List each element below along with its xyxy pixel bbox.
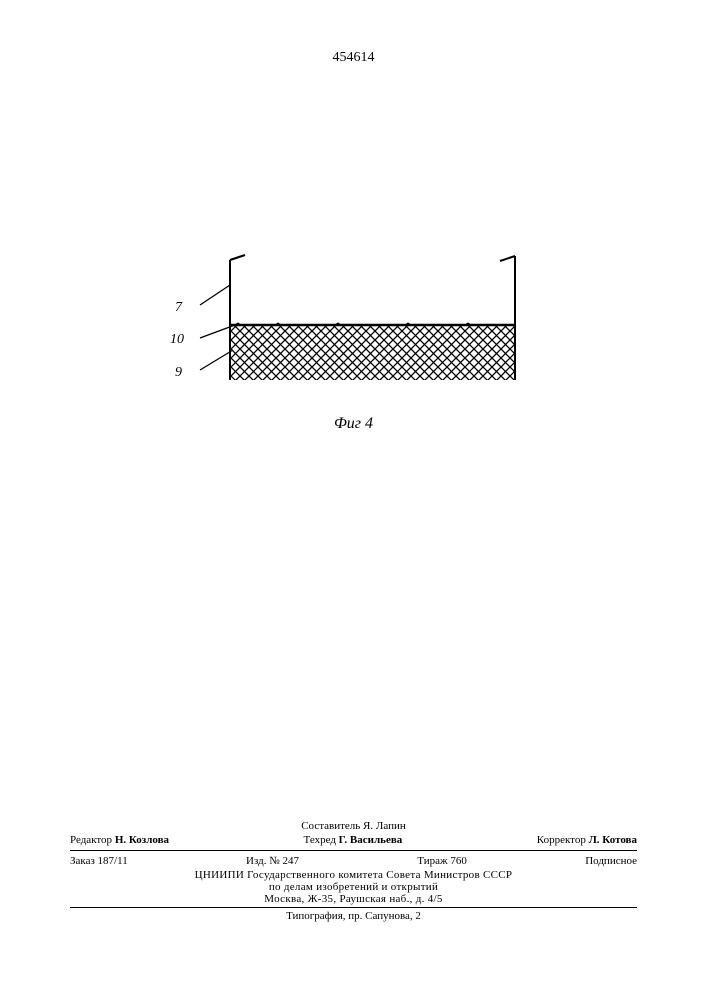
tech-name: Г. Васильева (339, 834, 403, 846)
typography: Типография, пр. Сапунова, 2 (70, 910, 637, 922)
figure-4 (195, 250, 535, 395)
editor-name: Н. Козлова (115, 834, 169, 846)
circulation: Тираж 760 (417, 855, 467, 867)
org-line-2: по делам изобретений и открытий (70, 881, 637, 893)
figure-svg (195, 250, 535, 395)
order: Заказ 187/11 (70, 855, 128, 867)
lead-label-9: 9 (175, 365, 182, 381)
corr-label: Корректор (537, 834, 586, 846)
print-row: Заказ 187/11 Изд. № 247 Тираж 760 Подпис… (70, 853, 637, 869)
compiler: Составитель Я. Лапин (70, 820, 637, 832)
corr-name: Л. Котова (589, 834, 637, 846)
credits-row: Редактор Н. Козлова Техред Г. Васильева … (70, 832, 637, 848)
edition: Изд. № 247 (246, 855, 299, 867)
page-number: 454614 (0, 50, 707, 66)
lead-label-10: 10 (170, 332, 184, 348)
org-line-1: ЦНИИПИ Государственного комитета Совета … (70, 869, 637, 881)
subscription: Подписное (585, 855, 637, 867)
footer: Составитель Я. Лапин Редактор Н. Козлова… (70, 820, 637, 922)
figure-caption: Фиг 4 (0, 415, 707, 433)
lead-label-7: 7 (175, 300, 182, 316)
editor-label: Редактор (70, 834, 112, 846)
tech-label: Техред (304, 834, 336, 846)
org-line-3: Москва, Ж-35, Раушская наб., д. 4/5 (70, 893, 637, 905)
